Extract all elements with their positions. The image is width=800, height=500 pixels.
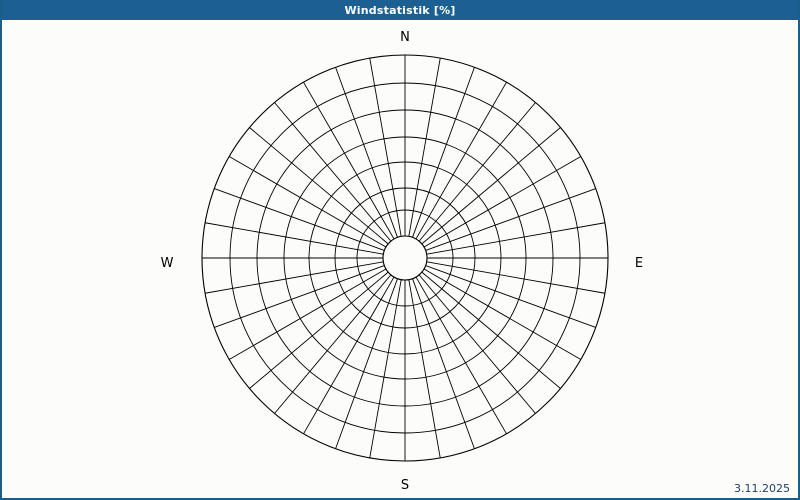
grid-spoke-12 xyxy=(423,268,582,360)
direction-label-north: N xyxy=(400,30,410,45)
grid-spoke-3 xyxy=(415,81,507,240)
grid-spoke-19 xyxy=(369,279,402,458)
grid-spoke-16 xyxy=(412,278,475,449)
grid-spoke-25 xyxy=(214,265,385,328)
grid-spoke-24 xyxy=(228,268,387,360)
grid-spoke-35 xyxy=(369,58,402,237)
date-stamp: 3.11.2025 xyxy=(734,482,790,495)
grid-spoke-29 xyxy=(214,188,385,251)
grid-spoke-17 xyxy=(408,279,441,458)
grid-spoke-13 xyxy=(421,271,561,389)
grid-spoke-14 xyxy=(418,274,536,414)
direction-label-east: E xyxy=(634,256,644,271)
grid-spoke-34 xyxy=(335,67,398,238)
wind-rose-grid xyxy=(201,54,609,462)
grid-spoke-15 xyxy=(415,276,507,435)
direction-label-south: S xyxy=(400,478,410,493)
polar-grid-group xyxy=(201,54,609,462)
grid-spoke-1 xyxy=(408,58,441,237)
window-title: Windstatistik [%] xyxy=(344,3,456,17)
grid-spoke-11 xyxy=(425,265,596,328)
grid-spoke-26 xyxy=(205,261,384,294)
grid-spoke-21 xyxy=(303,276,395,435)
grid-spoke-8 xyxy=(426,222,605,255)
grid-spoke-31 xyxy=(249,127,389,245)
grid-spoke-7 xyxy=(425,188,596,251)
direction-label-west: W xyxy=(160,256,174,271)
grid-spoke-22 xyxy=(274,274,392,414)
grid-spoke-30 xyxy=(228,156,387,248)
grid-spoke-6 xyxy=(423,156,582,248)
grid-spoke-10 xyxy=(426,261,605,294)
grid-spoke-28 xyxy=(205,222,384,255)
grid-spoke-32 xyxy=(274,102,392,242)
calm-center-circle xyxy=(382,235,428,281)
grid-spoke-4 xyxy=(418,102,536,242)
grid-spoke-2 xyxy=(412,67,475,238)
grid-spoke-33 xyxy=(303,81,395,240)
grid-spoke-20 xyxy=(335,278,398,449)
grid-spoke-5 xyxy=(421,127,561,245)
grid-spoke-23 xyxy=(249,271,389,389)
wind-rose-plot: N S W E xyxy=(2,20,798,498)
window-titlebar: Windstatistik [%] xyxy=(2,0,798,20)
